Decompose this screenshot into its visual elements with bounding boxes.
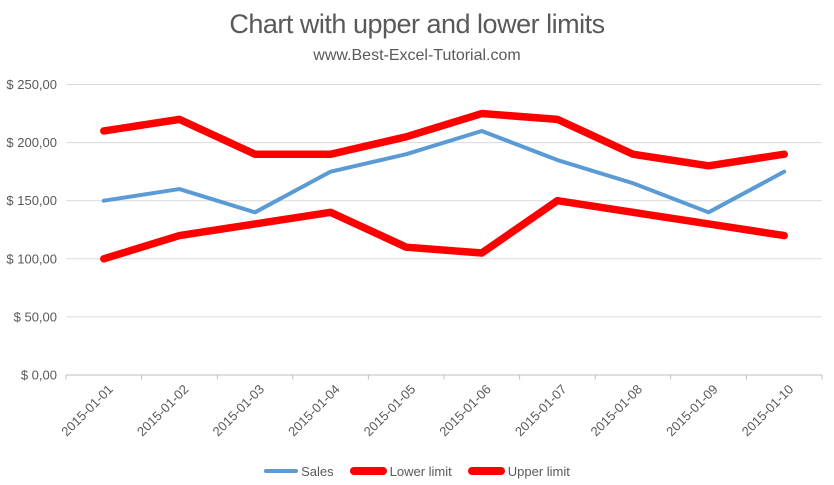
x-axis-tick-label: 2015-01-08: [587, 382, 645, 440]
legend-item-lower-limit: Lower limit: [349, 463, 452, 479]
x-axis-tick-label: 2015-01-10: [739, 382, 797, 440]
legend-swatch-lower-limit: [349, 467, 387, 475]
legend-label-sales: Sales: [301, 463, 334, 479]
x-axis-tick-label: 2015-01-07: [512, 382, 570, 440]
legend-item-upper-limit: Upper limit: [467, 463, 570, 479]
series-line-lower-limit: [100, 196, 788, 263]
y-axis-tick-label: $ 150,00: [6, 193, 57, 208]
x-axis-tick-label: 2015-01-06: [436, 382, 494, 440]
legend-label-lower-limit: Lower limit: [389, 463, 452, 479]
x-axis-tick-label: 2015-01-09: [663, 382, 721, 440]
chart-subtitle: www.Best-Excel-Tutorial.com: [313, 47, 521, 64]
y-axis-tick-label: $ 100,00: [6, 251, 57, 266]
legend-item-sales: Sales: [264, 464, 334, 479]
x-axis-tick-label: 2015-01-03: [209, 382, 267, 440]
y-axis-tick-label: $ 50,00: [14, 309, 57, 324]
series-line-sales: [101, 128, 787, 215]
y-axis-tick-label: $ 0,00: [21, 368, 57, 383]
legend-swatch-upper-limit: [467, 467, 505, 475]
series-line-upper-limit: [100, 109, 788, 170]
legend-label-upper-limit: Upper limit: [507, 463, 570, 479]
x-axis-tick-label: 2015-01-05: [361, 382, 419, 440]
x-axis-tick-label: 2015-01-01: [58, 382, 116, 440]
y-axis-tick-label: $ 200,00: [6, 135, 57, 150]
x-axis-tick-label: 2015-01-02: [134, 382, 192, 440]
chart-title: Chart with upper and lower limits: [229, 9, 605, 39]
chart-legend: Sales Lower limit Upper limit: [0, 458, 834, 484]
legend-swatch-sales: [264, 469, 299, 473]
x-axis-tick-label: 2015-01-04: [285, 382, 343, 440]
y-axis-tick-label: $ 250,00: [6, 77, 57, 92]
